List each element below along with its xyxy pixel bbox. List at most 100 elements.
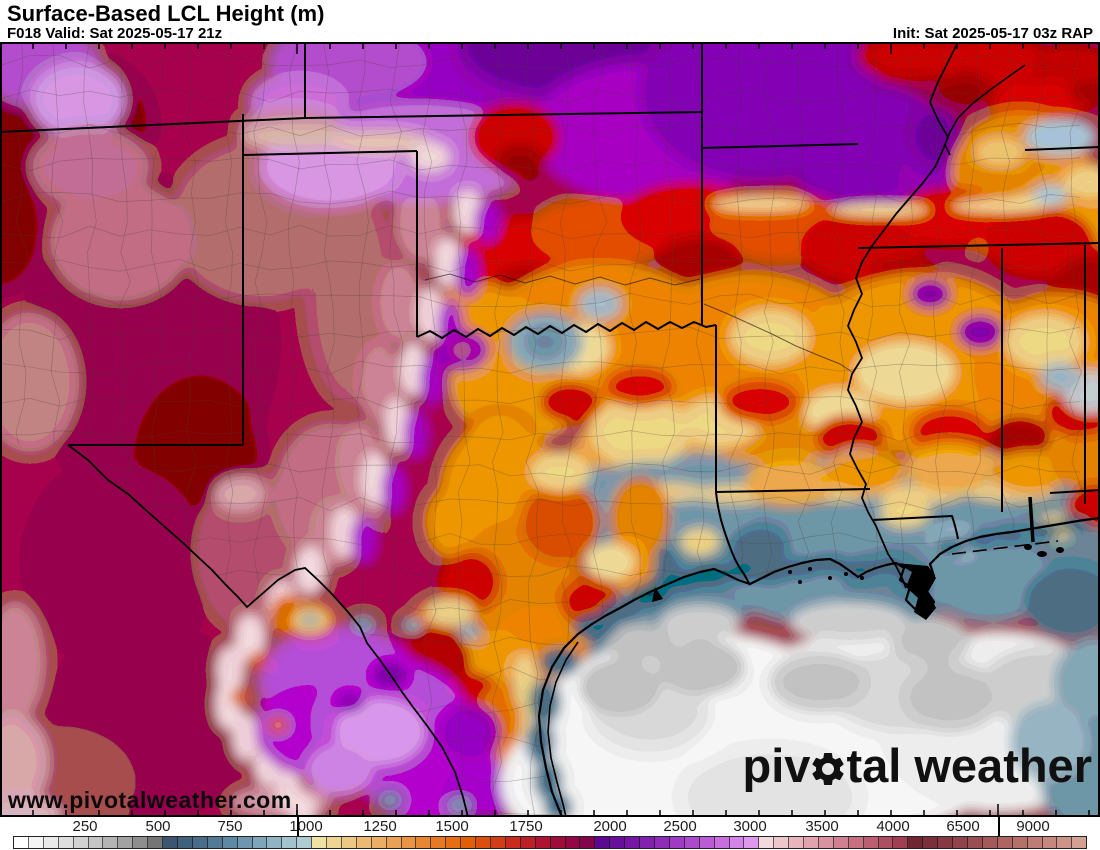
- model-init-time: Init: Sat 2025-05-17 03z RAP: [892, 25, 1093, 42]
- colorbar-cell: [699, 837, 715, 848]
- mississippi-delta: [896, 563, 936, 620]
- colorbar-label: 2500: [663, 818, 697, 835]
- colorbar-cell: [491, 837, 506, 848]
- colorbar-cell: [371, 837, 387, 848]
- colorbar-cell: [148, 837, 164, 848]
- border-mo-ar: [701, 143, 859, 149]
- colorbar-cell: [848, 837, 864, 848]
- border-ar-la: [715, 488, 871, 493]
- border-tn-ms: [857, 242, 1100, 249]
- colorbar-cell: [386, 837, 402, 848]
- border-la-ms: [871, 515, 959, 540]
- colorbar-cell: [461, 837, 477, 848]
- mobile-bay: [1028, 496, 1035, 543]
- header: Surface-Based LCL Height (m) F018 Valid:…: [0, 0, 1100, 42]
- colorbar-cell: [565, 837, 581, 848]
- colorbar-cell: [43, 837, 59, 848]
- colorbar-cell: [550, 837, 566, 848]
- colorbar-cell: [684, 837, 700, 848]
- watermark: www.pivotalweather.com: [8, 787, 292, 813]
- colorbar-cell: [118, 837, 134, 848]
- ms-barrier-islands: [951, 540, 1059, 555]
- colorbar-cell: [625, 837, 641, 848]
- colorbar-cell: [133, 837, 149, 848]
- coastline: [537, 496, 1100, 817]
- colorbar-cell: [714, 837, 730, 848]
- colorbar-cell: [14, 837, 29, 848]
- colorbar-cell: [297, 837, 313, 848]
- colorbar-cell: [818, 837, 834, 848]
- colorbar-cell: [28, 837, 44, 848]
- colorbar-long-tick: [297, 817, 299, 836]
- colorbar-cell: [982, 837, 998, 848]
- texas-barrier-island: [547, 641, 579, 817]
- colorbar-cell: [535, 837, 551, 848]
- colorbar-cell: [654, 837, 670, 848]
- colorbar-label: 500: [145, 818, 171, 835]
- colorbar-cell: [267, 837, 283, 848]
- colorbar-cell: [252, 837, 268, 848]
- colorbar-cell: [923, 837, 939, 848]
- colorbar-cell: [327, 837, 342, 848]
- border-sabine: [715, 491, 751, 586]
- colorbar-cell: [893, 837, 909, 848]
- galveston-bay: [652, 587, 663, 602]
- colorbar-cell: [953, 837, 968, 848]
- coastal-islets: [788, 544, 1064, 584]
- colorbar-cell: [431, 837, 447, 848]
- colorbar-cell: [58, 837, 74, 848]
- colorbar-label: 3000: [733, 818, 767, 835]
- colorbar-cell: [520, 837, 536, 848]
- colorbar-cell: [446, 837, 462, 848]
- colorbar-cell: [744, 837, 760, 848]
- colorbar-cell: [312, 837, 328, 848]
- graticule-ticks: [32, 43, 1090, 816]
- canadian-river: [424, 273, 701, 286]
- lcl-height-map: [0, 42, 1100, 817]
- border-red-river: [416, 321, 717, 339]
- colorbar-cell: [163, 837, 178, 848]
- logo-text-piv: piv: [742, 739, 811, 792]
- colorbar-cell: [282, 837, 298, 848]
- gear-icon: [808, 749, 848, 789]
- colorbar-cell: [938, 837, 954, 848]
- colorbar-cell: [789, 837, 805, 848]
- colorbar-cell: [729, 837, 745, 848]
- colorbar-long-tick: [998, 817, 1000, 836]
- arkansas-river: [703, 303, 853, 373]
- colorbar-cell: [908, 837, 924, 848]
- contour-fill-field: [0, 42, 1100, 817]
- colorbar-cell: [1012, 837, 1028, 848]
- river-lines: [67, 42, 1026, 817]
- colorbar-label: 6500: [946, 818, 980, 835]
- colorbar-label: 1250: [363, 818, 397, 835]
- colorbar-cell: [88, 837, 104, 848]
- colorbar-cell: [804, 837, 819, 848]
- colorbar-cell: [1072, 837, 1087, 848]
- border-al-fl: [1049, 489, 1100, 494]
- colorbar-cell: [192, 837, 208, 848]
- map-area: www.pivotalweather.com piv tal weather: [0, 42, 1100, 817]
- colorbar-cell: [1042, 837, 1058, 848]
- colorbar-cell: [669, 837, 685, 848]
- rio-grande-river: [67, 444, 469, 817]
- logo-text-tal-weather: tal weather: [846, 739, 1092, 792]
- pivotal-weather-logo: piv tal weather: [743, 742, 1092, 789]
- colorbar-cell: [207, 837, 223, 848]
- colorbar-cell: [997, 837, 1013, 848]
- border-ky-tn: [1024, 146, 1100, 151]
- colorbar: [13, 836, 1087, 849]
- colorbar-cell: [1027, 837, 1043, 848]
- colorbar-cell: [416, 837, 432, 848]
- colorbar-cell: [580, 837, 596, 848]
- ohio-river: [944, 64, 1026, 156]
- colorbar-cell: [356, 837, 372, 848]
- gulf-coastline: [537, 516, 1100, 817]
- colorbar-cell: [878, 837, 894, 848]
- colorbar-label: 3500: [805, 818, 839, 835]
- colorbar-cell: [401, 837, 417, 848]
- colorbar-cell: [73, 837, 89, 848]
- forecast-valid-time: F018 Valid: Sat 2025-05-17 21z: [7, 25, 223, 42]
- colorbar-cell: [1057, 837, 1073, 848]
